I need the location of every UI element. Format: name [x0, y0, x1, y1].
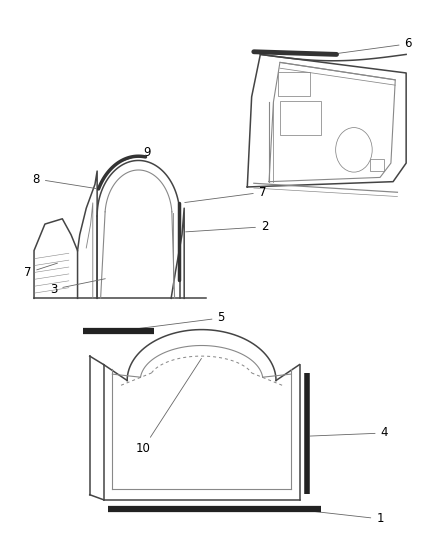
- Text: 4: 4: [310, 426, 388, 440]
- Text: 5: 5: [120, 311, 225, 331]
- Text: 8: 8: [32, 173, 96, 189]
- Text: 9: 9: [121, 146, 151, 161]
- Text: 7: 7: [185, 186, 266, 203]
- Text: 6: 6: [337, 37, 412, 53]
- Text: 3: 3: [50, 279, 105, 296]
- Text: 10: 10: [135, 359, 201, 455]
- Text: 7: 7: [24, 263, 57, 279]
- Text: 1: 1: [298, 510, 384, 526]
- Text: 2: 2: [186, 220, 268, 233]
